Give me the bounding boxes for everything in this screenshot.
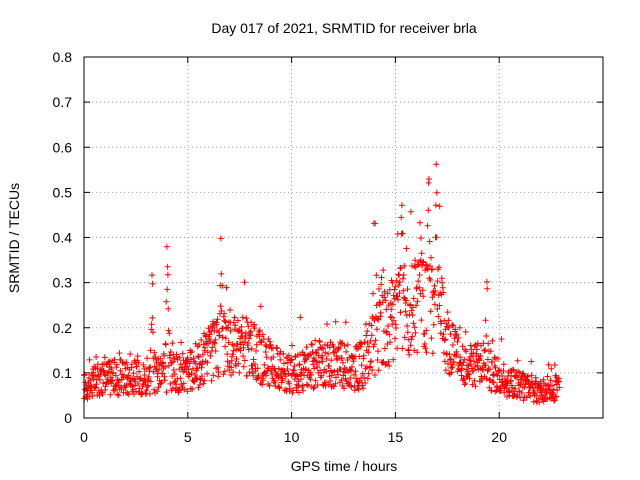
y-tick-label: 0.6 [53, 139, 73, 155]
y-tick-label: 0.4 [53, 230, 73, 246]
x-tick-label: 10 [284, 429, 300, 445]
x-tick-label: 15 [388, 429, 404, 445]
x-tick-label: 0 [80, 429, 88, 445]
data-points [81, 161, 563, 406]
axis-ticks: 0 0.1 0.2 0.3 0.4 0.5 0.6 0.7 0.8 0 5 10 15 20 [53, 49, 603, 445]
x-axis-title: GPS time / hours [291, 458, 398, 474]
y-axis-title: SRMTID / TECUs [6, 183, 22, 293]
x-tick-label: 5 [184, 429, 192, 445]
y-tick-label: 0.5 [53, 184, 73, 200]
y-tick-label: 0.7 [53, 94, 73, 110]
x-tick-label: 20 [491, 429, 507, 445]
srmtid-series-markers [81, 161, 563, 406]
chart-title: Day 017 of 2021, SRMTID for receiver brl… [211, 20, 477, 36]
y-tick-label: 0.2 [53, 320, 73, 336]
y-tick-label: 0.8 [53, 49, 73, 65]
y-tick-label: 0 [64, 410, 72, 426]
y-tick-label: 0.3 [53, 275, 73, 291]
y-tick-label: 0.1 [53, 365, 73, 381]
